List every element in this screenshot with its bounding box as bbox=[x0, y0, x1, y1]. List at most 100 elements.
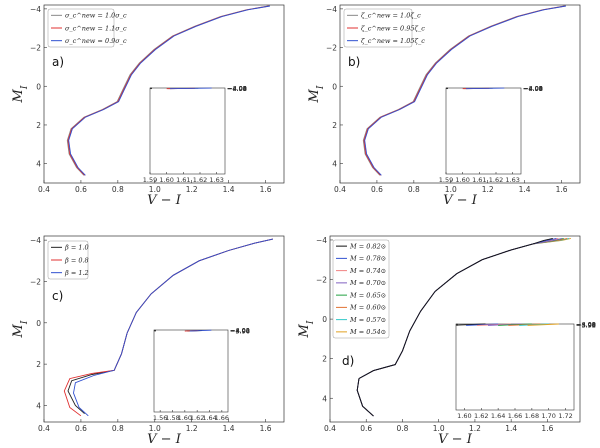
legend-box bbox=[343, 8, 413, 48]
inset-y-tick-label: −3.99 bbox=[227, 85, 247, 93]
inset-y-tick-label: −3.90 bbox=[576, 322, 596, 330]
x-tick-label: 0.8 bbox=[112, 185, 124, 194]
legend-box bbox=[47, 240, 89, 280]
x-tick-label: 0.8 bbox=[408, 185, 420, 194]
x-tick-label: 1.6 bbox=[260, 185, 272, 194]
inset-y-tick-label: −4.05 bbox=[523, 84, 543, 92]
y-axis-label: MI bbox=[11, 320, 30, 338]
plot-frame bbox=[339, 4, 581, 184]
panel-4: 0.4 0.6 0.8 1.0 1.2 1.4 1.6 −4 −2 0 2 4 V − I MI M = 0… bbox=[297, 235, 596, 447]
y-tick-label: −4 bbox=[30, 5, 41, 14]
x-tick-label: 0.4 bbox=[334, 185, 346, 194]
x-tick-label: 1.4 bbox=[505, 424, 517, 433]
inset-x-tick-label: 1.62 bbox=[190, 414, 204, 422]
inset-series-line bbox=[477, 323, 511, 326]
series-line bbox=[364, 5, 567, 176]
inset-y-tick-label: −3.92 bbox=[576, 321, 596, 329]
y-tick-label: 2 bbox=[36, 121, 41, 130]
y-tick-label: 4 bbox=[36, 160, 41, 169]
x-tick-label: 0.8 bbox=[396, 424, 408, 433]
series-line bbox=[356, 237, 553, 417]
panel-2: 0.4 0.6 0.8 1.0 1.2 1.4 1.6 −4 −2 0 2 4 V − I MI ζ_c^n… bbox=[307, 4, 581, 208]
inset-series-line bbox=[457, 323, 486, 326]
y-tick-label: 2 bbox=[36, 360, 41, 369]
x-axis-label: V − I bbox=[147, 193, 182, 208]
inset-y-tick-label: −3.98 bbox=[230, 327, 250, 335]
plot-frame bbox=[329, 235, 581, 423]
inset-x-tick-label: 1.60 bbox=[178, 414, 192, 422]
legend-entry: σ_c^new = 1.0σ_c bbox=[65, 12, 127, 20]
x-tick-label: 1.2 bbox=[186, 185, 198, 194]
legend-entry: M = 0.78⊙ bbox=[349, 255, 386, 263]
x-tick-label: 1.0 bbox=[433, 424, 445, 433]
inset-x-tick-label: 1.66 bbox=[508, 412, 522, 420]
inset-y-tick-label: −4.03 bbox=[227, 85, 247, 93]
legend-entry: β = 1.0 bbox=[64, 244, 89, 252]
y-tick-label: 0 bbox=[322, 315, 327, 324]
y-tick-label: −2 bbox=[326, 44, 337, 53]
inset-x-tick-label: 1.58 bbox=[165, 414, 179, 422]
x-tick-label: 1.4 bbox=[223, 424, 235, 433]
y-tick-label: 0 bbox=[332, 82, 337, 91]
x-tick-label: 1.6 bbox=[556, 185, 568, 194]
inset-x-tick-label: 1.63 bbox=[505, 176, 519, 184]
x-tick-label: 1.4 bbox=[519, 185, 531, 194]
legend-entry: β = 1.2 bbox=[64, 269, 89, 277]
inset-series-line bbox=[189, 329, 212, 332]
x-tick-label: 1.0 bbox=[445, 185, 457, 194]
y-tick-label: −2 bbox=[316, 276, 327, 285]
inset-y-tick-label: −4.00 bbox=[576, 321, 596, 329]
y-tick-label: 4 bbox=[322, 394, 327, 403]
panel-label: a) bbox=[52, 55, 64, 69]
inset-frame bbox=[153, 329, 229, 413]
inset-y-tick-label: −3.96 bbox=[230, 327, 250, 335]
inset-frame bbox=[445, 87, 522, 175]
panel-3: 0.4 0.6 0.8 1.0 1.2 1.4 1.6 −4 −2 0 2 4 V − I MI β = 1… bbox=[11, 235, 285, 447]
inset-y-tick-label: −3.98 bbox=[227, 85, 247, 93]
inset-y-tick-label: −4.00 bbox=[227, 85, 247, 93]
inset-x-tick-label: 1.62 bbox=[474, 412, 488, 420]
x-tick-label: 0.4 bbox=[324, 424, 336, 433]
y-tick-label: 4 bbox=[332, 160, 337, 169]
panel-label: d) bbox=[342, 354, 354, 368]
inset-x-tick-label: 1.66 bbox=[215, 414, 229, 422]
x-tick-label: 0.6 bbox=[75, 424, 87, 433]
inset-x-tick-label: 1.64 bbox=[202, 414, 216, 422]
inset-x-tick-label: 1.56 bbox=[153, 414, 167, 422]
inset-x-tick-label: 1.59 bbox=[143, 176, 157, 184]
legend-entry: M = 0.57⊙ bbox=[349, 316, 386, 324]
inset-x-tick-label: 1.62 bbox=[193, 176, 207, 184]
inset-y-tick-label: −4.00 bbox=[230, 327, 250, 335]
x-tick-label: 1.0 bbox=[149, 424, 161, 433]
y-tick-label: 2 bbox=[332, 121, 337, 130]
y-axis-label: MI bbox=[307, 85, 326, 103]
inset-x-tick-label: 1.59 bbox=[439, 176, 453, 184]
legend-entry: M = 0.65⊙ bbox=[349, 291, 386, 299]
y-tick-label: −4 bbox=[30, 236, 41, 245]
legend-box bbox=[47, 8, 115, 48]
legend-entry: β = 0.8 bbox=[64, 256, 89, 264]
plot-frame bbox=[43, 4, 285, 184]
inset-y-tick-label: −4.01 bbox=[523, 85, 543, 93]
inset-x-tick-label: 1.72 bbox=[558, 412, 572, 420]
x-tick-label: 1.2 bbox=[469, 424, 481, 433]
inset-x-tick-label: 1.63 bbox=[209, 176, 223, 184]
x-tick-label: 0.6 bbox=[360, 424, 372, 433]
inset-x-tick-label: 1.61 bbox=[472, 176, 486, 184]
inset-y-tick-label: −4.04 bbox=[523, 84, 543, 92]
x-tick-label: 1.0 bbox=[149, 185, 161, 194]
legend-entry: ζ_c^new = 0.95ζ_c bbox=[361, 24, 425, 32]
x-tick-label: 0.4 bbox=[38, 185, 50, 194]
series-line bbox=[73, 238, 273, 417]
legend-box bbox=[332, 239, 390, 339]
x-axis-label: V − I bbox=[438, 432, 473, 447]
inset-y-tick-label: −3.94 bbox=[576, 321, 596, 329]
inset-x-tick-label: 1.70 bbox=[541, 412, 555, 420]
legend-entry: M = 0.70⊙ bbox=[349, 279, 386, 287]
inset-x-tick-label: 1.64 bbox=[491, 412, 505, 420]
inset-y-tick-label: −4.05 bbox=[227, 84, 247, 92]
plot-frame bbox=[43, 235, 285, 423]
inset-y-tick-label: −4.00 bbox=[523, 85, 543, 93]
y-tick-label: −2 bbox=[30, 277, 41, 286]
